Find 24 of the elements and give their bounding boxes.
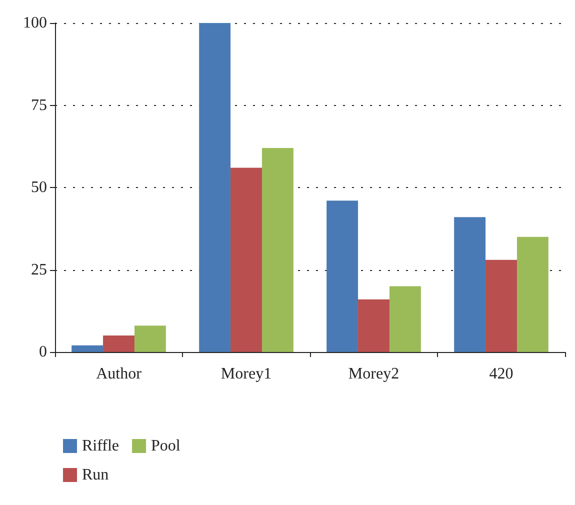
bar	[199, 23, 231, 352]
x-tick-label: Morey2	[348, 366, 400, 382]
y-tick-label: 100	[23, 14, 47, 32]
x-tick-label: Morey1	[220, 366, 272, 382]
legend-label: Pool	[151, 438, 181, 454]
bar	[134, 326, 166, 352]
bar	[389, 286, 421, 352]
x-tick-label: Author	[96, 366, 142, 382]
y-tick-label: 25	[31, 261, 47, 278]
x-tick-label: 420	[489, 366, 514, 382]
legend-label: Run	[82, 466, 109, 484]
bar	[326, 200, 358, 352]
bar	[103, 336, 134, 352]
bar	[454, 217, 486, 352]
bar	[230, 168, 262, 352]
bar	[486, 260, 517, 352]
y-tick-label: 0	[39, 344, 47, 360]
y-tick-label: 50	[31, 179, 47, 196]
bar	[262, 148, 294, 352]
y-tick-label: 75	[31, 96, 47, 114]
bar	[358, 299, 390, 352]
bar	[516, 236, 548, 352]
bar	[72, 345, 104, 352]
legend-label: Riffle	[82, 438, 120, 454]
